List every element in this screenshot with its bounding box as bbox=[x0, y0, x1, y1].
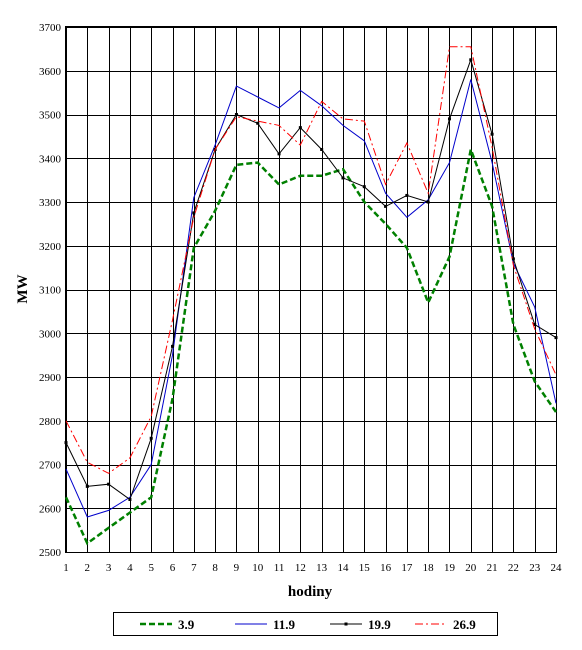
legend-label: 11.9 bbox=[273, 617, 296, 632]
y-tick-label: 3000 bbox=[39, 328, 62, 340]
legend-label: 19.9 bbox=[368, 617, 391, 632]
x-tick-label: 3 bbox=[106, 562, 112, 574]
x-tick-label: 24 bbox=[551, 562, 563, 574]
series-line-3.9 bbox=[64, 144, 558, 546]
data-point bbox=[320, 148, 324, 151]
y-tick-label: 2700 bbox=[39, 460, 62, 472]
data-point bbox=[171, 344, 175, 348]
x-tick-label: 7 bbox=[191, 562, 197, 574]
x-tick-label: 15 bbox=[359, 562, 371, 574]
y-axis-title: MW bbox=[15, 274, 31, 303]
legend: 3.9 11.9 19.9 26.9 bbox=[113, 612, 498, 636]
x-tick-label: 22 bbox=[508, 562, 519, 574]
x-tick-label: 4 bbox=[127, 562, 133, 574]
data-point bbox=[107, 482, 111, 486]
x-tick-label: 10 bbox=[252, 562, 264, 574]
data-point bbox=[554, 336, 558, 340]
y-tick-label: 3500 bbox=[39, 110, 62, 122]
x-tick-label: 6 bbox=[170, 562, 176, 574]
data-point bbox=[128, 498, 132, 501]
y-tick-label: 3300 bbox=[39, 197, 62, 209]
data-point bbox=[490, 132, 494, 136]
x-tick-label: 14 bbox=[337, 562, 349, 574]
data-point bbox=[469, 58, 473, 62]
gridlines bbox=[66, 27, 557, 553]
y-tick-label: 3200 bbox=[39, 241, 62, 253]
data-point bbox=[362, 185, 366, 189]
x-tick-label: 23 bbox=[529, 562, 541, 574]
data-point bbox=[149, 436, 153, 440]
x-tick-label: 18 bbox=[423, 562, 435, 574]
x-axis-title: hodiny bbox=[288, 584, 333, 600]
y-tick-label: 2800 bbox=[39, 416, 62, 428]
x-tick-label: 19 bbox=[444, 562, 456, 574]
x-tick-label: 17 bbox=[401, 562, 413, 574]
x-tick-label: 9 bbox=[234, 562, 240, 574]
series-line-11.9 bbox=[65, 79, 557, 518]
y-tick-label: 3100 bbox=[39, 285, 62, 297]
x-tick-label: 16 bbox=[380, 562, 392, 574]
y-tick-label: 2900 bbox=[39, 372, 62, 384]
series-line-26.9 bbox=[65, 46, 557, 474]
legend-marker bbox=[344, 622, 348, 626]
x-tick-label: 12 bbox=[295, 562, 306, 574]
x-tick-label: 2 bbox=[85, 562, 91, 574]
plot-area-border bbox=[65, 26, 557, 553]
legend-items: 3.9 11.9 19.9 26.9 bbox=[140, 617, 476, 632]
data-point bbox=[234, 113, 238, 116]
series-line-19.9 bbox=[65, 58, 557, 501]
data-point bbox=[64, 441, 68, 445]
x-tick-label: 5 bbox=[148, 562, 154, 574]
y-tick-labels: 2500 2600 2700 2800 2900 3000 3100 3200 3300 3400… bbox=[39, 22, 62, 559]
y-tick-label: 3600 bbox=[39, 66, 62, 78]
x-tick-label: 1 bbox=[63, 562, 69, 574]
y-tick-label: 2600 bbox=[39, 503, 62, 515]
legend-label: 26.9 bbox=[453, 617, 476, 632]
data-point bbox=[85, 484, 89, 488]
data-point bbox=[447, 117, 451, 121]
series-lines bbox=[64, 46, 558, 546]
x-tick-label: 21 bbox=[487, 562, 498, 574]
data-point bbox=[277, 152, 281, 156]
x-tick-label: 8 bbox=[212, 562, 218, 574]
y-tick-label: 2500 bbox=[39, 547, 62, 559]
data-point bbox=[426, 200, 430, 204]
data-point bbox=[511, 257, 515, 261]
y-tick-label: 3700 bbox=[39, 22, 62, 34]
x-tick-label: 11 bbox=[274, 562, 285, 574]
data-point bbox=[533, 323, 537, 326]
legend-label: 3.9 bbox=[178, 617, 195, 632]
legend-box bbox=[113, 612, 498, 636]
data-point bbox=[341, 176, 345, 180]
data-point bbox=[384, 204, 388, 208]
y-tick-label: 3400 bbox=[39, 153, 62, 165]
data-point bbox=[256, 121, 260, 125]
data-point bbox=[298, 126, 302, 130]
x-tick-labels: 1 2 3 4 5 6 7 8 9 10 11 12 13 14 15 16 17 18 19 20 21 22 23 24 bbox=[63, 562, 562, 574]
x-tick-label: 20 bbox=[465, 562, 477, 574]
data-point bbox=[405, 193, 409, 197]
data-point bbox=[192, 211, 196, 215]
x-tick-label: 13 bbox=[316, 562, 328, 574]
